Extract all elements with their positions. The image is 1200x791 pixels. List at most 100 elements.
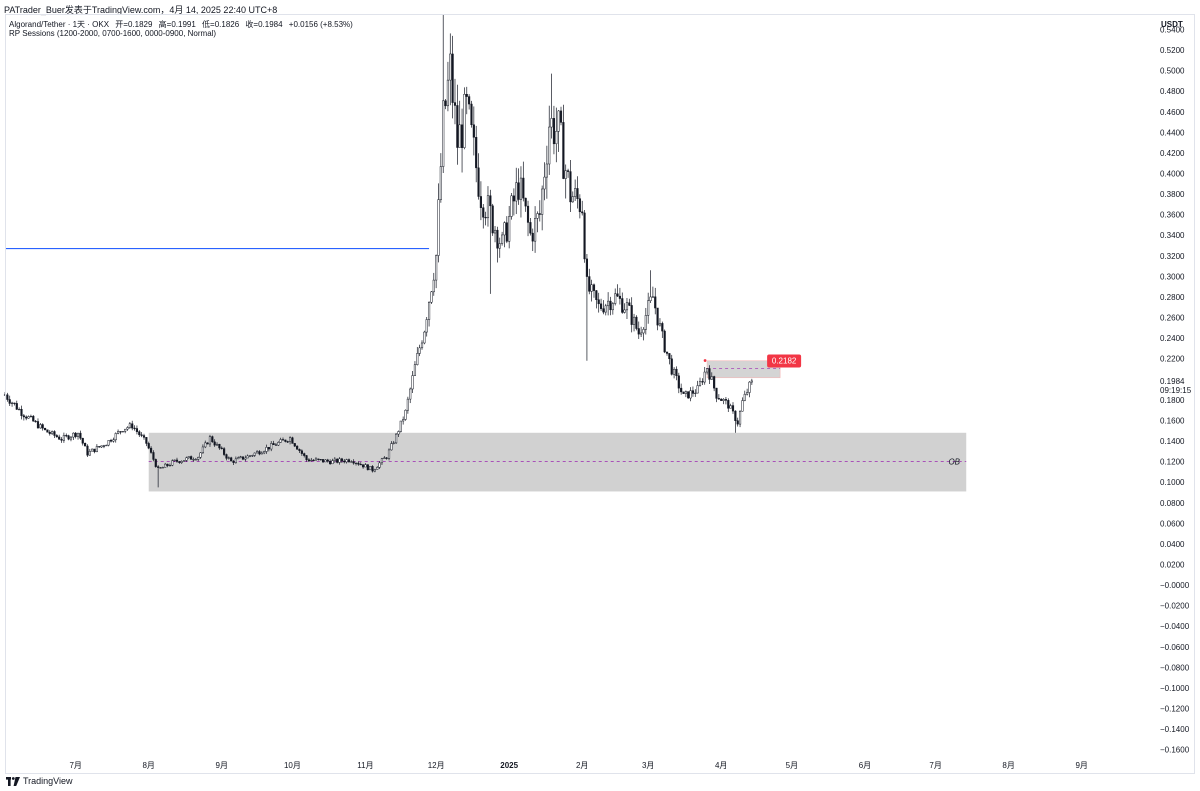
candle-body	[529, 222, 532, 234]
candle	[211, 435, 214, 443]
candle-body	[637, 328, 640, 335]
candle	[15, 400, 18, 410]
candle	[253, 452, 256, 457]
candle	[559, 106, 563, 126]
x-tick-label: 10月	[284, 761, 301, 770]
y-tick-label: −0.0800	[1160, 663, 1190, 672]
candle-body	[425, 319, 428, 333]
candle-body	[8, 399, 11, 404]
candle-body	[590, 284, 593, 292]
candle-body	[597, 299, 600, 305]
candle	[166, 463, 169, 468]
zones-layer: OB	[148, 359, 967, 492]
candle-body	[267, 447, 270, 450]
candle	[578, 194, 581, 219]
candle	[604, 303, 607, 316]
candle	[102, 444, 106, 449]
candle-body	[105, 444, 108, 447]
time-axis[interactable]: 7月 8月 9月 10月 11月 12月 2025 2月 3月 4月 5月 6月 7月 8月 9月	[69, 761, 1087, 770]
candle-body	[215, 443, 219, 446]
candle	[404, 409, 407, 421]
candle	[307, 458, 310, 463]
candle-body	[411, 375, 414, 390]
candle-body	[491, 205, 494, 234]
candle-body	[708, 368, 711, 380]
candle	[430, 291, 433, 305]
candle-body	[691, 390, 695, 394]
candle	[345, 458, 348, 464]
candle-body	[581, 211, 584, 214]
candle-body	[253, 452, 256, 456]
close-value: 收=0.1984	[245, 20, 283, 29]
candle	[432, 272, 435, 296]
candles-layer	[3, 14, 753, 488]
candle-body	[395, 433, 398, 444]
candle	[682, 391, 685, 394]
candle	[425, 316, 428, 337]
candle-body	[376, 467, 379, 470]
candle-body	[6, 394, 9, 400]
candle	[713, 375, 716, 392]
candle	[168, 463, 171, 467]
candle-body	[13, 402, 16, 404]
candle	[267, 447, 270, 452]
candle	[675, 366, 678, 381]
candle-body	[559, 110, 563, 123]
indicator-legend[interactable]: RP Sessions (1200-2000, 0700-1600, 0000-…	[9, 29, 217, 38]
candle	[449, 33, 452, 106]
candle	[413, 361, 417, 376]
symbol-title[interactable]: Algorand/Tether · 1天 · OKX	[9, 20, 110, 29]
candle	[171, 459, 174, 467]
candle-body	[661, 323, 664, 332]
candle-body	[498, 243, 501, 249]
candle	[529, 218, 532, 236]
candle-body	[746, 392, 749, 395]
candle-body	[331, 460, 334, 465]
candle-body	[352, 461, 355, 464]
candle	[192, 457, 195, 462]
candle-body	[206, 442, 209, 445]
candle-body	[161, 467, 164, 469]
candle-body	[574, 188, 577, 197]
candle	[399, 420, 402, 433]
candle	[10, 401, 14, 407]
candle-body	[378, 462, 381, 468]
candle-body	[312, 459, 315, 462]
candle-body	[135, 428, 139, 432]
candle	[359, 462, 362, 466]
candle	[590, 279, 593, 302]
candle-body	[418, 347, 421, 354]
candle	[486, 186, 490, 227]
candle-body	[114, 433, 117, 441]
candle-body	[477, 167, 480, 197]
candle-body	[406, 398, 409, 411]
candle	[496, 226, 499, 263]
candle	[258, 450, 261, 456]
candle-body	[359, 463, 362, 466]
candle-body	[609, 300, 612, 311]
candle	[93, 448, 96, 454]
candle	[135, 425, 139, 435]
candle-body	[698, 381, 702, 386]
candle	[592, 283, 596, 298]
candle	[288, 436, 292, 445]
candle	[34, 419, 37, 423]
candle-body	[479, 196, 482, 208]
y-tick-label: 0.5000	[1160, 67, 1185, 76]
candle	[489, 189, 492, 294]
candle-body	[442, 100, 445, 167]
candle-body	[750, 380, 753, 383]
candle-body	[599, 303, 603, 309]
candle	[81, 437, 84, 446]
candle	[562, 104, 565, 180]
candle	[46, 429, 49, 433]
candle-body	[326, 459, 329, 462]
candle-body	[281, 439, 285, 441]
candle	[65, 433, 68, 438]
candle	[157, 465, 160, 488]
candle	[310, 457, 313, 462]
price-axis[interactable]: 0.5400 0.5200 0.5000 0.4800 0.4600 0.4400 0.42…	[1160, 20, 1192, 755]
candle-body	[496, 229, 499, 249]
ob-zone-box	[148, 432, 967, 492]
